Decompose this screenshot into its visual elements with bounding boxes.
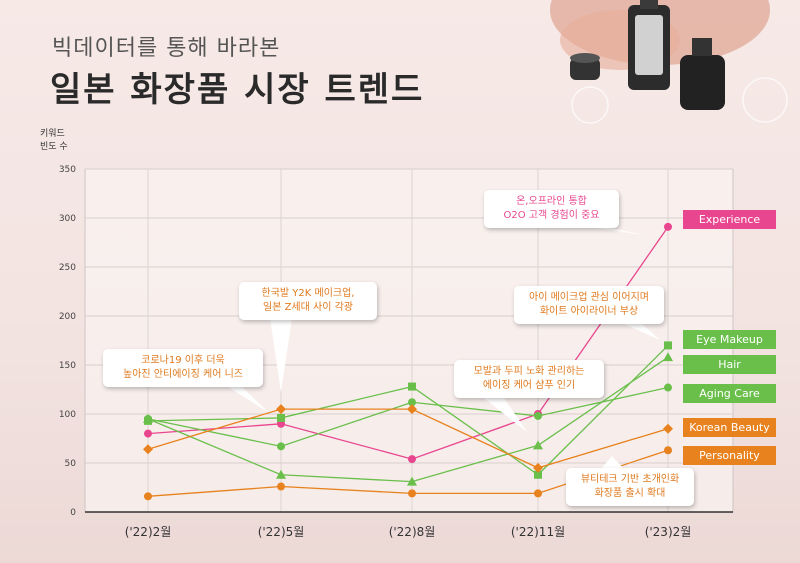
y-tick-label: 100 — [59, 410, 76, 420]
callout-a6: 뷰티테크 기반 초개인화 화장품 출시 확대 — [566, 468, 694, 506]
data-point-experience — [664, 222, 672, 231]
legend-item-korean-beauty: Korean Beauty — [683, 418, 776, 437]
data-point-eye-makeup — [408, 382, 416, 391]
data-point-personality — [408, 489, 416, 498]
data-point-aging-care — [408, 398, 416, 407]
y-tick-label: 50 — [65, 459, 77, 469]
y-tick-label: 200 — [59, 312, 76, 322]
callout-a2: 한국발 Y2K 메이크업, 일본 Z세대 사이 각광 — [239, 282, 377, 320]
plot-area — [85, 169, 733, 512]
legend-item-eye-makeup: Eye Makeup — [683, 330, 776, 349]
callout-a4: 아이 메이크업 관심 이어지며 화이트 아이라이너 부상 — [514, 286, 664, 324]
data-point-hair — [276, 469, 286, 479]
data-point-korean-beauty — [663, 423, 673, 434]
y-axis-label: 키워드 빈도 수 — [40, 129, 68, 152]
data-point-aging-care — [534, 411, 542, 420]
data-point-eye-makeup — [534, 470, 542, 479]
data-point-personality — [534, 489, 542, 498]
page-title: 일본 화장품 시장 트렌드 — [50, 70, 425, 110]
legend-item-aging-care: Aging Care — [683, 384, 776, 403]
data-point-experience — [144, 429, 152, 438]
data-point-hair — [407, 476, 417, 486]
legend-item-hair: Hair — [683, 355, 776, 374]
y-tick-label: 300 — [59, 214, 76, 224]
data-point-personality — [277, 482, 285, 491]
x-tick-label: ('22)2월 — [125, 525, 172, 539]
data-point-aging-care — [277, 442, 285, 451]
y-tick-label: 0 — [70, 508, 76, 518]
y-tick-label: 250 — [59, 263, 76, 273]
x-tick-label: ('22)5월 — [258, 525, 305, 539]
data-point-korean-beauty — [143, 444, 153, 455]
callout-a1: 코로나19 이후 더욱 높아진 안티에이징 케어 니즈 — [103, 349, 263, 387]
legend-item-experience: Experience — [683, 210, 776, 229]
data-point-eye-makeup — [664, 341, 672, 350]
data-point-hair — [533, 440, 543, 450]
data-point-eye-makeup — [277, 413, 285, 422]
cosmetics-decoration — [550, 0, 788, 124]
data-point-experience — [408, 455, 416, 464]
y-tick-label: 150 — [59, 361, 76, 371]
callout-tail — [620, 322, 660, 340]
data-point-hair — [663, 352, 673, 362]
x-tick-label: ('23)2월 — [645, 525, 692, 539]
callout-tail — [225, 385, 268, 412]
data-point-personality — [144, 492, 152, 501]
data-point-korean-beauty — [407, 404, 417, 415]
data-point-personality — [664, 446, 672, 455]
x-tick-label: ('22)11월 — [511, 525, 565, 539]
page-subtitle: 빅데이터를 통해 바라본 — [52, 36, 281, 61]
callout-tail — [480, 395, 527, 432]
callout-tail — [600, 456, 625, 470]
data-point-aging-care — [144, 414, 152, 423]
y-tick-label: 350 — [59, 165, 76, 175]
callout-a5: 모발과 두피 노화 관리하는 에이징 케어 샴푸 인기 — [454, 360, 604, 398]
callout-tail — [270, 318, 292, 392]
callout-a3: 온,오프라인 통합 O2O 고객 경험이 중요 — [484, 190, 619, 228]
legend-item-personality: Personality — [683, 446, 776, 465]
data-point-korean-beauty — [533, 462, 543, 473]
x-tick-label: ('22)8월 — [389, 525, 436, 539]
data-point-aging-care — [664, 383, 672, 392]
data-point-korean-beauty — [276, 404, 286, 415]
